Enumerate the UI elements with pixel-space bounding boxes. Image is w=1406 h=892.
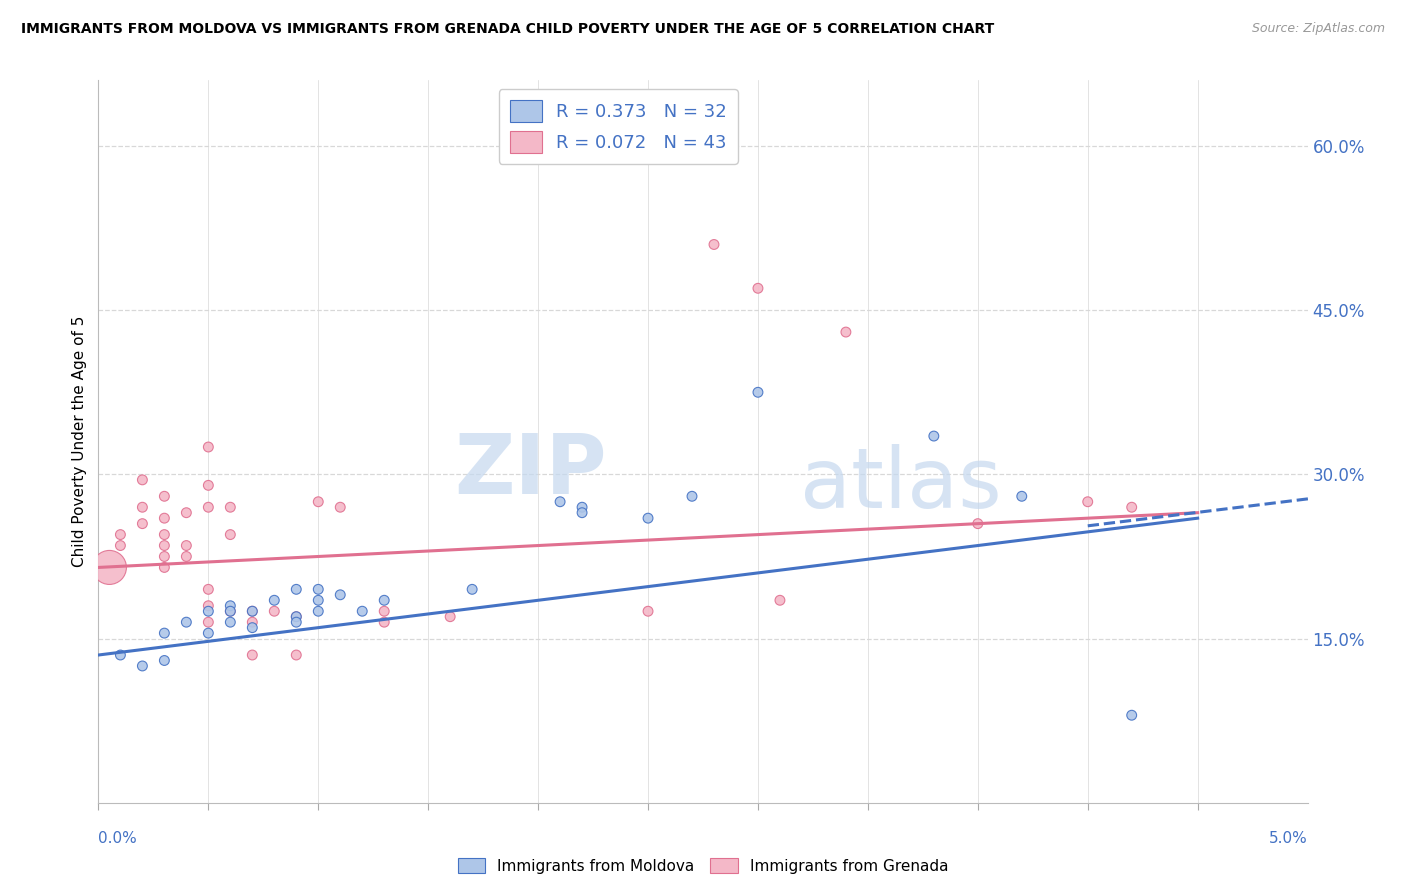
- Text: 0.0%: 0.0%: [98, 830, 138, 846]
- Point: [110, 539, 132, 553]
- Point: [285, 648, 308, 662]
- Point: [131, 473, 153, 487]
- Point: [240, 621, 263, 635]
- Point: [769, 593, 792, 607]
- Point: [461, 582, 484, 597]
- Point: [373, 615, 395, 630]
- Point: [1121, 500, 1143, 515]
- Point: [197, 440, 219, 454]
- Point: [1077, 494, 1099, 508]
- Point: [747, 281, 769, 295]
- Point: [373, 593, 395, 607]
- Point: [219, 599, 242, 613]
- Point: [153, 549, 176, 564]
- Point: [153, 626, 176, 640]
- Point: [98, 560, 121, 574]
- Point: [548, 494, 571, 508]
- Y-axis label: Child Poverty Under the Age of 5: Child Poverty Under the Age of 5: [72, 316, 87, 567]
- Point: [197, 626, 219, 640]
- Point: [219, 527, 242, 541]
- Point: [219, 604, 242, 618]
- Point: [153, 489, 176, 503]
- Point: [285, 609, 308, 624]
- Point: [110, 527, 132, 541]
- Text: IMMIGRANTS FROM MOLDOVA VS IMMIGRANTS FROM GRENADA CHILD POVERTY UNDER THE AGE O: IMMIGRANTS FROM MOLDOVA VS IMMIGRANTS FR…: [21, 22, 994, 37]
- Point: [747, 385, 769, 400]
- Point: [153, 539, 176, 553]
- Point: [373, 604, 395, 618]
- Point: [681, 489, 703, 503]
- Point: [131, 500, 153, 515]
- Text: Source: ZipAtlas.com: Source: ZipAtlas.com: [1251, 22, 1385, 36]
- Point: [131, 659, 153, 673]
- Point: [197, 500, 219, 515]
- Text: ZIP: ZIP: [454, 430, 606, 511]
- Point: [1121, 708, 1143, 723]
- Point: [197, 604, 219, 618]
- Point: [571, 500, 593, 515]
- Point: [197, 599, 219, 613]
- Point: [285, 615, 308, 630]
- Text: 5.0%: 5.0%: [1268, 830, 1308, 846]
- Point: [329, 588, 352, 602]
- Point: [131, 516, 153, 531]
- Point: [197, 478, 219, 492]
- Point: [263, 604, 285, 618]
- Point: [197, 615, 219, 630]
- Legend: Immigrants from Moldova, Immigrants from Grenada: Immigrants from Moldova, Immigrants from…: [451, 852, 955, 880]
- Point: [285, 582, 308, 597]
- Point: [176, 506, 198, 520]
- Point: [219, 604, 242, 618]
- Point: [176, 615, 198, 630]
- Point: [110, 648, 132, 662]
- Point: [240, 648, 263, 662]
- Point: [219, 500, 242, 515]
- Point: [835, 325, 858, 339]
- Point: [153, 511, 176, 525]
- Point: [329, 500, 352, 515]
- Legend: R = 0.373   N = 32, R = 0.072   N = 43: R = 0.373 N = 32, R = 0.072 N = 43: [499, 89, 738, 164]
- Point: [307, 582, 329, 597]
- Point: [176, 539, 198, 553]
- Point: [439, 609, 461, 624]
- Point: [153, 560, 176, 574]
- Point: [176, 549, 198, 564]
- Point: [240, 604, 263, 618]
- Point: [307, 604, 329, 618]
- Point: [352, 604, 374, 618]
- Point: [922, 429, 945, 443]
- Point: [966, 516, 988, 531]
- Point: [637, 604, 659, 618]
- Point: [240, 604, 263, 618]
- Point: [1011, 489, 1033, 503]
- Point: [571, 506, 593, 520]
- Point: [153, 527, 176, 541]
- Point: [307, 593, 329, 607]
- Point: [240, 615, 263, 630]
- Point: [637, 511, 659, 525]
- Text: atlas: atlas: [800, 444, 1001, 525]
- Point: [197, 582, 219, 597]
- Point: [285, 609, 308, 624]
- Point: [703, 237, 725, 252]
- Point: [219, 615, 242, 630]
- Point: [153, 653, 176, 667]
- Point: [307, 494, 329, 508]
- Point: [263, 593, 285, 607]
